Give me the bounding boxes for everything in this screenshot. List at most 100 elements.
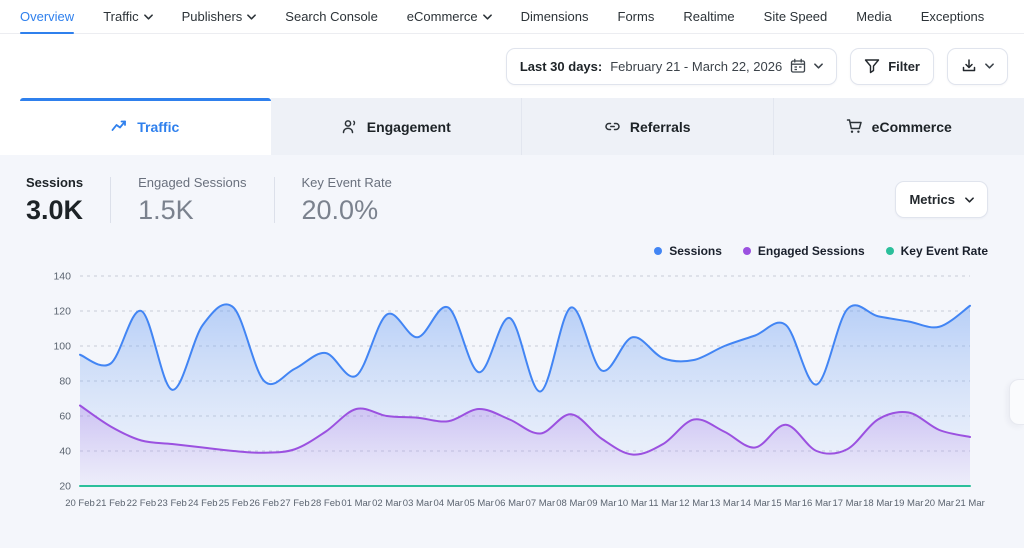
toolbar: Last 30 days: February 21 - March 22, 20… [0, 34, 1024, 98]
nav-label: Search Console [285, 9, 378, 24]
svg-text:13 Mar: 13 Mar [710, 498, 740, 509]
svg-text:15 Mar: 15 Mar [771, 498, 801, 509]
download-icon [962, 59, 976, 72]
legend-dot-teal [885, 247, 894, 255]
tab-traffic[interactable]: Traffic [20, 98, 271, 155]
nav-item-traffic[interactable]: Traffic [103, 0, 153, 33]
svg-text:05 Mar: 05 Mar [464, 498, 494, 509]
cart-icon [846, 119, 862, 133]
svg-text:100: 100 [53, 341, 71, 353]
metrics-button-label: Metrics [909, 192, 955, 207]
nav-item-realtime[interactable]: Realtime [683, 0, 734, 33]
person-icon [342, 120, 355, 134]
svg-text:01 Mar: 01 Mar [341, 498, 371, 509]
legend-label: Sessions [669, 244, 722, 258]
nav-item-exceptions[interactable]: Exceptions [921, 0, 985, 33]
nav-item-publishers[interactable]: Publishers [182, 0, 257, 33]
nav-label: eCommerce [406, 9, 478, 24]
metric-key-event-rate[interactable]: Key Event Rate 20.0% [275, 175, 419, 224]
svg-text:10 Mar: 10 Mar [618, 498, 648, 509]
legend-dot-blue [654, 247, 663, 255]
traffic-panel: Sessions 3.0K Engaged Sessions 1.5K Key … [0, 155, 1024, 548]
svg-text:16 Mar: 16 Mar [802, 498, 832, 509]
svg-text:23 Feb: 23 Feb [157, 498, 187, 509]
nav-item-search-console[interactable]: Search Console [285, 0, 378, 33]
svg-text:60: 60 [59, 411, 71, 423]
floating-widget[interactable] [1009, 379, 1024, 425]
metrics-row: Sessions 3.0K Engaged Sessions 1.5K Key … [24, 175, 1004, 224]
tab-label: eCommerce [871, 118, 952, 135]
svg-text:04 Mar: 04 Mar [433, 498, 463, 509]
tab-referrals[interactable]: Referrals [521, 98, 773, 155]
svg-text:02 Mar: 02 Mar [372, 498, 402, 509]
nav-label: Overview [20, 9, 75, 24]
nav-label: Media [856, 9, 892, 24]
legend-item-key-event-rate[interactable]: Key Event Rate [885, 244, 988, 258]
svg-text:03 Mar: 03 Mar [403, 498, 433, 509]
nav-label: Realtime [683, 9, 735, 24]
svg-text:24 Feb: 24 Feb [188, 498, 218, 509]
svg-text:20 Mar: 20 Mar [925, 498, 955, 509]
nav-item-site-speed[interactable]: Site Speed [764, 0, 828, 33]
traffic-chart[interactable]: 140 120 100 80 60 40 20 20 Feb 21 Feb 22 Feb 23 Fe… [24, 262, 1004, 520]
nav-item-dimensions[interactable]: Dimensions [521, 0, 589, 33]
tab-label: Engagement [366, 118, 451, 135]
metric-label: Sessions [26, 175, 84, 190]
date-range-button[interactable]: Last 30 days: February 21 - March 22, 20… [505, 47, 838, 85]
svg-text:25 Feb: 25 Feb [219, 498, 249, 509]
date-range-value: February 21 - March 22, 2026 [610, 58, 783, 74]
nav-label: Traffic [103, 9, 139, 24]
svg-text:28 Feb: 28 Feb [311, 498, 341, 509]
legend-label: Engaged Sessions [757, 244, 865, 258]
tab-ecommerce[interactable]: eCommerce [772, 98, 1024, 155]
link-icon [605, 122, 620, 131]
nav-item-ecommerce[interactable]: eCommerce [407, 0, 492, 33]
svg-text:17 Mar: 17 Mar [832, 498, 862, 509]
download-button[interactable] [947, 47, 1008, 85]
nav-item-media[interactable]: Media [856, 0, 891, 33]
svg-text:80: 80 [59, 376, 71, 388]
nav-label: Site Speed [763, 9, 828, 24]
svg-text:06 Mar: 06 Mar [495, 498, 525, 509]
metric-engaged-sessions[interactable]: Engaged Sessions 1.5K [111, 175, 273, 224]
chevron-down-icon [482, 13, 492, 20]
metric-sessions[interactable]: Sessions 3.0K [24, 175, 110, 224]
filter-button[interactable]: Filter [850, 47, 934, 85]
metrics-dropdown-button[interactable]: Metrics [895, 181, 988, 218]
svg-text:120: 120 [53, 306, 71, 318]
metric-value: 20.0% [301, 195, 379, 225]
report-tabs: Traffic Engagement Referrals eCommerce [20, 98, 1024, 155]
chevron-down-icon [985, 63, 994, 69]
trend-icon [111, 120, 127, 131]
chevron-down-icon [814, 63, 824, 69]
metric-value: 1.5K [138, 195, 194, 225]
nav-label: Forms [617, 9, 655, 24]
legend-item-engaged-sessions[interactable]: Engaged Sessions [742, 244, 865, 258]
svg-text:12 Mar: 12 Mar [679, 498, 709, 509]
nav-label: Exceptions [920, 9, 985, 24]
tab-engagement[interactable]: Engagement [270, 98, 521, 155]
svg-text:08 Mar: 08 Mar [556, 498, 586, 509]
filter-funnel-icon [865, 59, 880, 74]
svg-text:14 Mar: 14 Mar [740, 498, 770, 509]
tab-label: Traffic [137, 118, 180, 135]
legend-label: Key Event Rate [900, 244, 988, 258]
nav-item-overview[interactable]: Overview [20, 0, 75, 34]
chart-legend: Sessions Engaged Sessions Key Event Rate [24, 244, 988, 258]
legend-item-sessions[interactable]: Sessions [654, 244, 722, 258]
svg-text:11 Mar: 11 Mar [649, 498, 678, 509]
svg-text:19 Mar: 19 Mar [894, 498, 924, 509]
svg-text:18 Mar: 18 Mar [863, 498, 893, 509]
svg-text:26 Feb: 26 Feb [249, 498, 279, 509]
active-tab-indicator [20, 98, 271, 101]
svg-text:22 Feb: 22 Feb [127, 498, 157, 509]
legend-dot-purple [742, 247, 751, 255]
svg-text:21 Feb: 21 Feb [96, 498, 126, 509]
svg-text:27 Feb: 27 Feb [280, 498, 310, 509]
svg-text:20: 20 [59, 481, 71, 493]
filter-label: Filter [888, 58, 920, 74]
svg-text:20 Feb: 20 Feb [65, 498, 95, 509]
chevron-down-icon [965, 196, 974, 203]
svg-text:07 Mar: 07 Mar [526, 498, 556, 509]
nav-item-forms[interactable]: Forms [618, 0, 655, 33]
